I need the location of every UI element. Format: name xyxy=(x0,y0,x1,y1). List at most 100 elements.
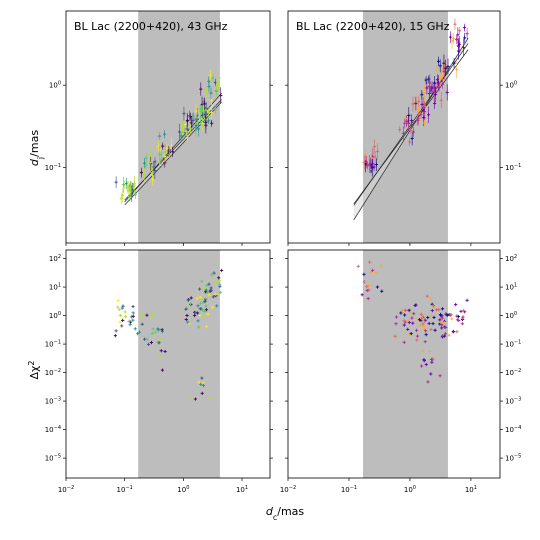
data-point xyxy=(428,349,432,354)
data-point xyxy=(426,106,431,123)
data-point xyxy=(393,334,397,338)
data-point xyxy=(148,154,152,171)
subplot-chi2: 10−5 10−4 10−3 10−2 10−1 100 101 102 10−2 10−1 100… xyxy=(45,249,273,494)
data-point xyxy=(185,133,189,143)
data-point xyxy=(444,325,448,330)
data-point xyxy=(444,64,448,73)
data-point xyxy=(409,127,413,134)
data-point xyxy=(415,334,420,338)
data-point xyxy=(437,308,441,312)
data-point xyxy=(362,272,366,276)
data-point xyxy=(215,80,219,98)
data-point xyxy=(199,82,203,96)
data-point xyxy=(140,317,144,321)
data-point xyxy=(156,327,160,331)
data-point xyxy=(208,69,212,81)
data-point xyxy=(439,92,443,109)
data-point xyxy=(186,320,190,324)
data-point xyxy=(118,320,122,324)
data-point xyxy=(440,73,445,80)
data-point xyxy=(456,315,461,319)
data-point xyxy=(160,328,164,332)
data-point xyxy=(454,302,458,307)
data-point xyxy=(191,112,195,129)
y-tick-label: 10−1 xyxy=(505,340,521,349)
data-point xyxy=(130,315,134,319)
data-point xyxy=(217,272,221,276)
data-point xyxy=(194,103,198,119)
data-point xyxy=(210,105,214,120)
data-point xyxy=(196,319,200,323)
data-point xyxy=(213,278,217,282)
data-point xyxy=(203,97,207,111)
data-point xyxy=(167,148,171,156)
data-point xyxy=(407,320,411,325)
data-point xyxy=(159,349,163,353)
data-point xyxy=(180,121,184,135)
x-tick-label: 101 xyxy=(465,485,477,494)
data-point xyxy=(168,148,172,161)
data-point xyxy=(196,304,200,308)
data-point xyxy=(403,313,407,317)
data-point xyxy=(422,324,426,328)
y-tick-label: 102 xyxy=(505,254,517,263)
data-point xyxy=(432,315,436,320)
data-point xyxy=(198,295,202,299)
shaded-region xyxy=(138,250,220,478)
data-point xyxy=(404,112,408,125)
data-point xyxy=(157,132,161,150)
data-point xyxy=(372,162,376,172)
data-point xyxy=(429,297,433,301)
shaded-region xyxy=(363,11,448,243)
title-43ghz: BL Lac (2200+420), 43 GHz xyxy=(74,20,228,33)
data-point xyxy=(423,329,428,333)
data-point xyxy=(442,320,446,325)
data-point xyxy=(407,332,412,337)
data-point xyxy=(465,298,469,302)
data-point xyxy=(182,106,186,121)
data-point xyxy=(366,284,371,288)
y-ticks: 10−1 100 xyxy=(285,81,521,172)
data-point xyxy=(455,318,460,322)
x-ticks xyxy=(65,243,243,246)
data-point xyxy=(419,317,424,321)
data-point xyxy=(151,327,155,331)
data-point xyxy=(416,116,420,125)
data-point xyxy=(139,167,143,178)
data-point xyxy=(219,87,223,104)
data-point xyxy=(440,323,444,327)
data-point xyxy=(452,33,456,45)
data-point xyxy=(163,349,167,354)
axes-frame xyxy=(65,10,271,244)
data-point xyxy=(193,397,198,401)
data-point xyxy=(438,374,442,378)
data-point xyxy=(188,123,192,135)
data-point xyxy=(427,321,431,326)
data-point xyxy=(145,313,149,317)
data-point xyxy=(204,104,208,116)
data-point xyxy=(194,120,198,131)
y-axis-label-top: dj/mas xyxy=(28,130,45,166)
data-point xyxy=(200,376,204,380)
data-point xyxy=(133,327,137,331)
data-point xyxy=(158,146,162,163)
data-point xyxy=(430,360,434,364)
data-point xyxy=(458,27,462,35)
data-point xyxy=(450,32,454,50)
data-point xyxy=(421,319,426,323)
data-point xyxy=(376,143,380,160)
data-point xyxy=(436,75,440,91)
data-point xyxy=(356,264,360,268)
data-point xyxy=(405,115,409,127)
y-axis-label-bottom: Δχ2 xyxy=(27,361,42,380)
data-point xyxy=(416,106,420,114)
data-point xyxy=(114,329,118,333)
x-ticks: 10−2 10−1 100 101 xyxy=(280,478,477,494)
data-point xyxy=(438,318,442,322)
data-point xyxy=(211,295,215,299)
data-point xyxy=(184,317,188,322)
data-point xyxy=(196,121,200,137)
x-axis-label: dc/mas xyxy=(266,505,305,522)
data-point xyxy=(429,313,433,317)
data-point xyxy=(187,110,192,121)
